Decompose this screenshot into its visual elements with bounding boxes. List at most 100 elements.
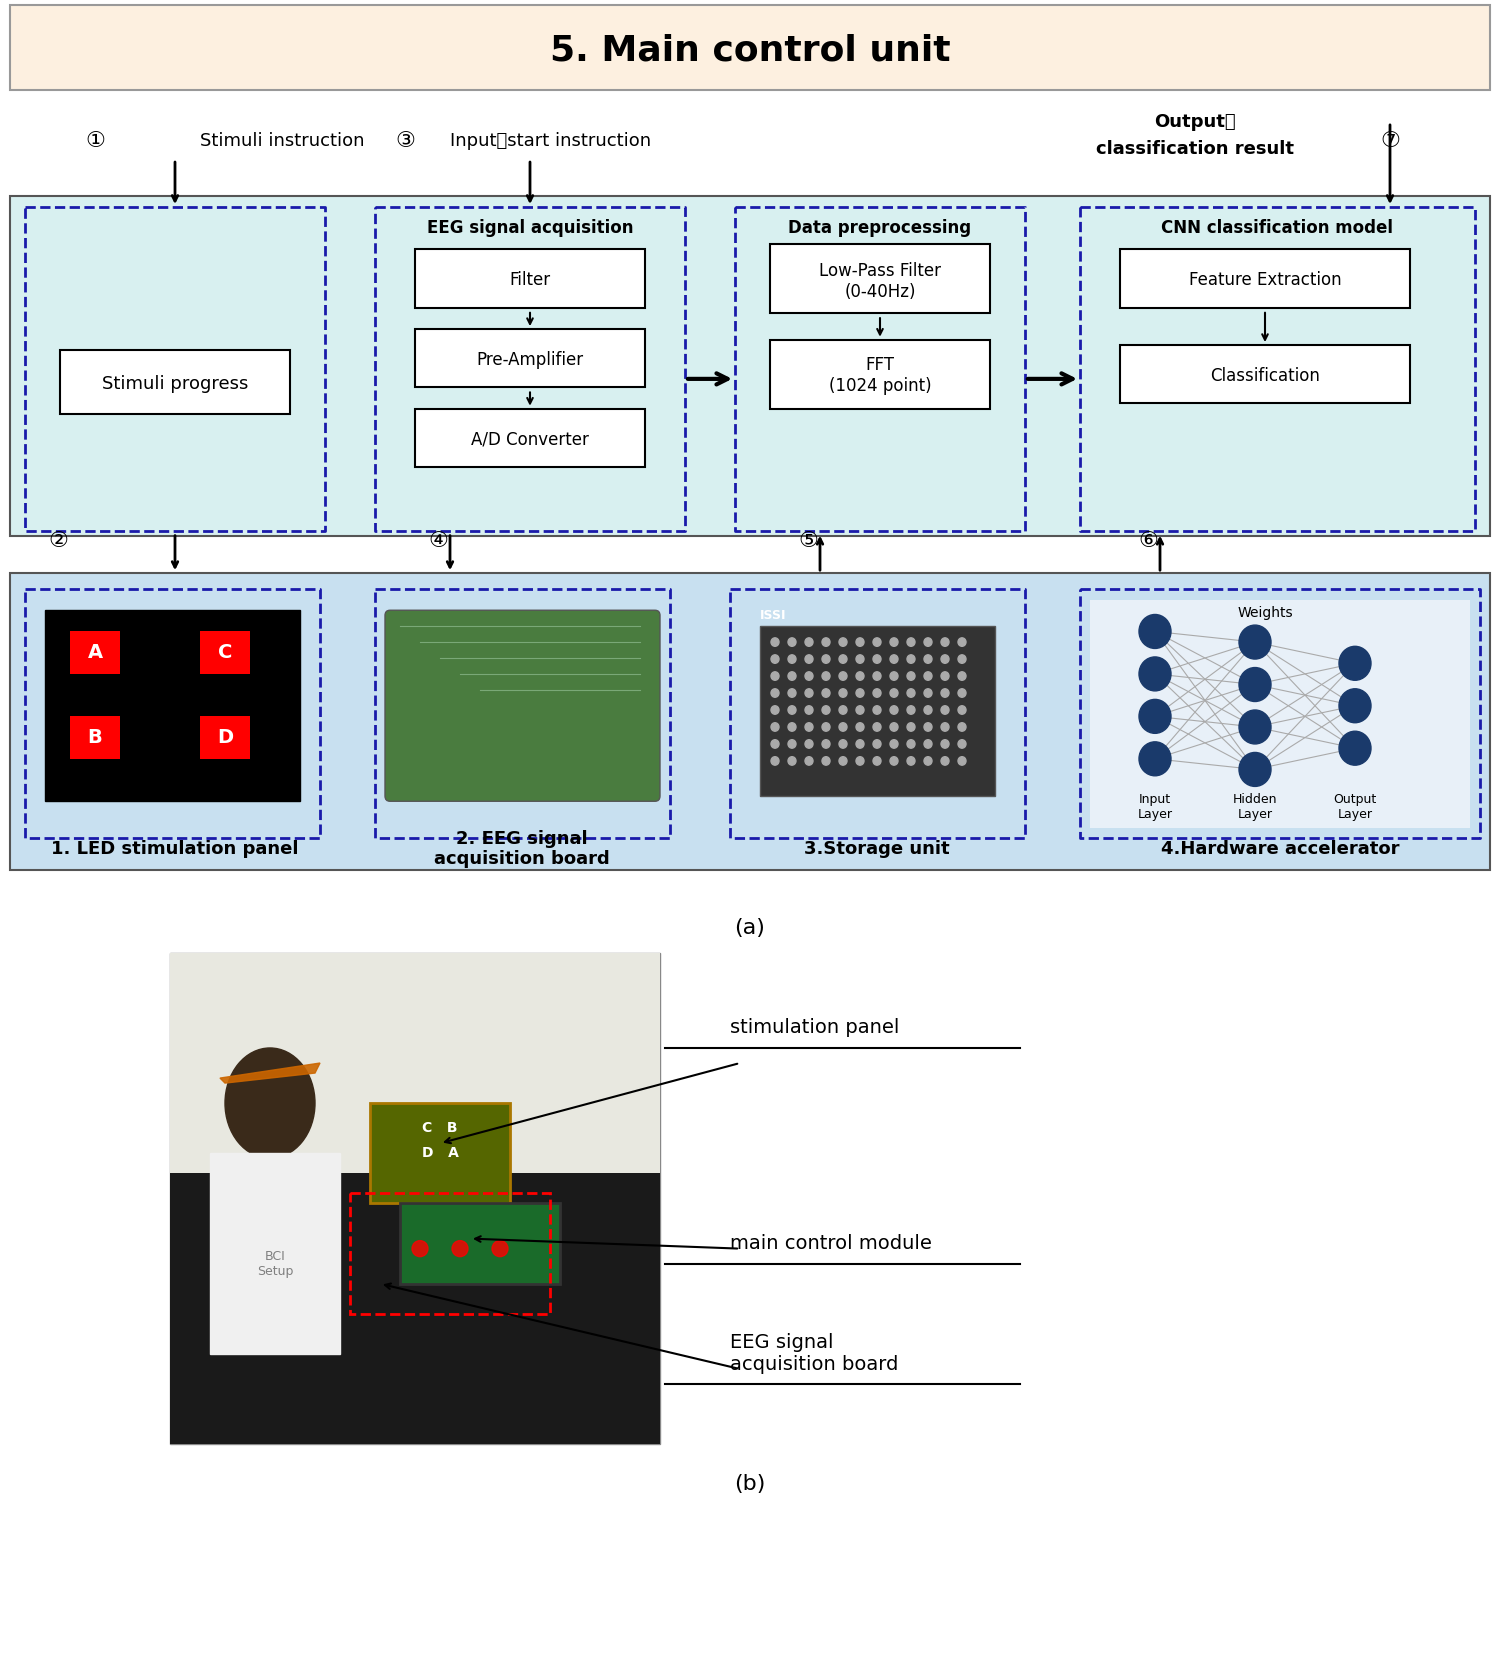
Circle shape [924, 638, 932, 647]
Circle shape [1138, 656, 1172, 691]
Circle shape [806, 756, 813, 765]
Text: Output
Layer: Output Layer [1334, 793, 1377, 821]
Bar [170, 1153, 660, 1444]
Circle shape [822, 723, 830, 731]
Circle shape [890, 740, 898, 748]
Text: ②: ② [48, 532, 68, 552]
Circle shape [908, 756, 915, 765]
Circle shape [890, 756, 898, 765]
Circle shape [924, 706, 932, 715]
Circle shape [839, 638, 848, 647]
Text: Output：: Output： [1154, 113, 1236, 131]
Circle shape [958, 740, 966, 748]
Circle shape [788, 655, 796, 663]
Text: Weights: Weights [1238, 607, 1293, 620]
Text: classification result: classification result [1096, 140, 1294, 158]
Circle shape [924, 756, 932, 765]
Circle shape [958, 671, 966, 680]
Circle shape [873, 688, 880, 698]
Circle shape [924, 740, 932, 748]
Text: D   A: D A [422, 1147, 459, 1160]
Circle shape [771, 723, 778, 731]
Circle shape [890, 723, 898, 731]
Bar [200, 716, 250, 760]
Circle shape [908, 655, 915, 663]
Circle shape [788, 688, 796, 698]
Circle shape [839, 740, 848, 748]
Circle shape [908, 688, 915, 698]
Bar [60, 351, 290, 414]
Text: 3.Storage unit: 3.Storage unit [804, 839, 950, 858]
Text: Feature Extraction: Feature Extraction [1188, 271, 1341, 289]
Circle shape [958, 655, 966, 663]
Bar [1090, 600, 1470, 828]
Circle shape [788, 756, 796, 765]
Text: C   B: C B [423, 1122, 458, 1135]
Circle shape [822, 706, 830, 715]
Text: FFT
(1024 point): FFT (1024 point) [828, 356, 932, 396]
Bar [770, 339, 990, 409]
Circle shape [771, 706, 778, 715]
Bar [375, 588, 670, 838]
Circle shape [890, 706, 898, 715]
Circle shape [822, 671, 830, 680]
Text: ④: ④ [427, 532, 448, 552]
Text: 2. EEG signal
acquisition board: 2. EEG signal acquisition board [433, 829, 610, 869]
Circle shape [1239, 668, 1270, 701]
Bar [70, 716, 120, 760]
Text: Data preprocessing: Data preprocessing [789, 219, 972, 238]
Circle shape [806, 655, 813, 663]
Circle shape [890, 655, 898, 663]
Circle shape [822, 638, 830, 647]
Circle shape [873, 706, 880, 715]
Circle shape [908, 638, 915, 647]
Circle shape [856, 740, 864, 748]
Circle shape [908, 723, 915, 731]
Circle shape [452, 1240, 468, 1256]
Bar [170, 952, 660, 1173]
Bar [26, 208, 326, 530]
Circle shape [924, 655, 932, 663]
Circle shape [940, 638, 950, 647]
Circle shape [924, 688, 932, 698]
Polygon shape [220, 1064, 320, 1084]
Circle shape [771, 756, 778, 765]
Bar [416, 409, 645, 467]
FancyBboxPatch shape [760, 627, 994, 796]
Circle shape [940, 688, 950, 698]
Circle shape [940, 756, 950, 765]
Circle shape [771, 688, 778, 698]
FancyBboxPatch shape [386, 610, 660, 801]
Text: EEG signal acquisition: EEG signal acquisition [426, 219, 633, 238]
Circle shape [788, 740, 796, 748]
Circle shape [1239, 625, 1270, 660]
Text: (a): (a) [735, 917, 765, 937]
Bar [1120, 346, 1410, 404]
Text: A/D Converter: A/D Converter [471, 430, 590, 449]
Text: Hidden
Layer: Hidden Layer [1233, 793, 1276, 821]
Text: A: A [87, 643, 102, 661]
Bar [26, 588, 320, 838]
FancyBboxPatch shape [10, 573, 1490, 871]
Ellipse shape [225, 1049, 315, 1158]
Circle shape [1138, 741, 1172, 776]
Bar [1080, 588, 1480, 838]
FancyBboxPatch shape [210, 1153, 340, 1355]
Text: ⑦: ⑦ [1380, 131, 1400, 151]
Text: Stimuli instruction: Stimuli instruction [200, 133, 364, 150]
Text: 1. LED stimulation panel: 1. LED stimulation panel [51, 839, 298, 858]
Bar [770, 244, 990, 312]
Circle shape [1340, 731, 1371, 765]
Circle shape [908, 740, 915, 748]
Text: EEG signal
acquisition board: EEG signal acquisition board [730, 1333, 898, 1374]
Circle shape [873, 740, 880, 748]
Circle shape [940, 706, 950, 715]
Circle shape [856, 706, 864, 715]
Circle shape [958, 638, 966, 647]
Circle shape [771, 655, 778, 663]
Circle shape [873, 671, 880, 680]
Text: Input：start instruction: Input：start instruction [450, 133, 651, 150]
Circle shape [839, 723, 848, 731]
Circle shape [1340, 647, 1371, 680]
Bar [1080, 208, 1474, 530]
